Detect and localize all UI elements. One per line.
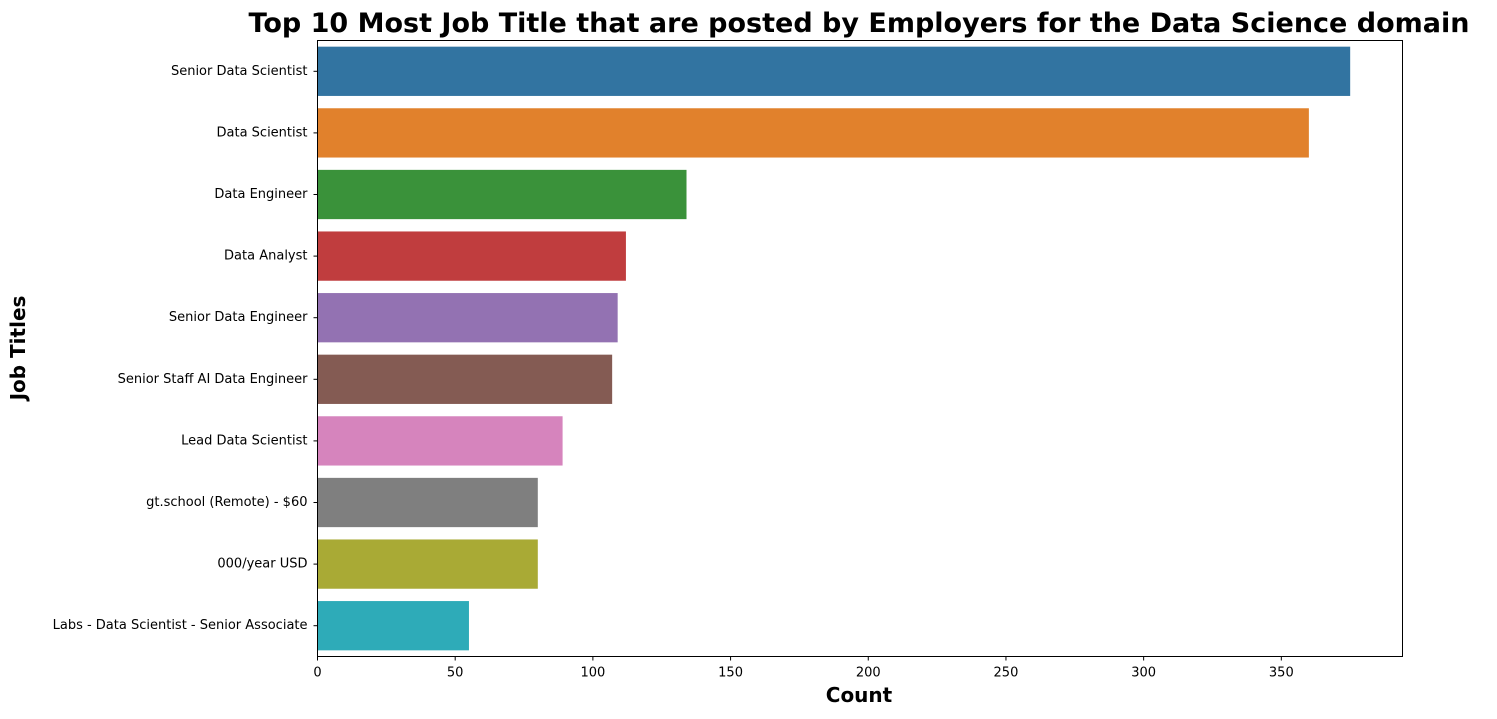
y-tick-label: Data Scientist [217,125,308,140]
bar [317,169,687,220]
y-axis-label: Job Titles [6,296,30,403]
x-tick-label: 350 [1269,666,1294,681]
x-tick-group: 0 50 100 150 200 250 300 350 [313,656,1294,681]
bar [317,601,469,651]
bar [317,231,626,281]
x-tick-label: 300 [1131,666,1156,681]
x-axis-label: Count [826,683,893,707]
bars-group [317,46,1351,651]
y-tick-label: Senior Data Scientist [171,64,308,79]
x-tick-label: 200 [856,666,881,681]
x-tick-label: 50 [447,666,464,681]
bar [317,108,1309,158]
y-tick-label: Data Analyst [224,249,307,264]
y-tick-label: Senior Data Engineer [169,310,308,325]
x-tick-label: 0 [313,666,321,681]
bar [317,46,1351,96]
bar [317,539,538,589]
y-tick-label: Labs - Data Scientist - Senior Associate [53,618,308,633]
y-tick-group: Senior Data Scientist Data Scientist Data … [53,64,318,633]
plot-frame [317,40,1403,657]
x-tick-label: 250 [994,666,1019,681]
y-tick-label: 000/year USD [217,557,307,572]
y-tick-label: gt.school (Remote) - $60 [146,495,307,510]
y-tick-label: Senior Staff AI Data Engineer [118,372,309,387]
x-tick-label: 150 [718,666,743,681]
x-tick-label: 100 [580,666,605,681]
y-tick-label: Lead Data Scientist [181,433,307,448]
bar [317,477,538,528]
y-tick-label: Data Engineer [214,187,308,202]
bar [317,293,618,343]
chart-title: Top 10 Most Job Title that are posted by… [249,8,1470,39]
bar [317,416,563,466]
bar [317,354,613,404]
